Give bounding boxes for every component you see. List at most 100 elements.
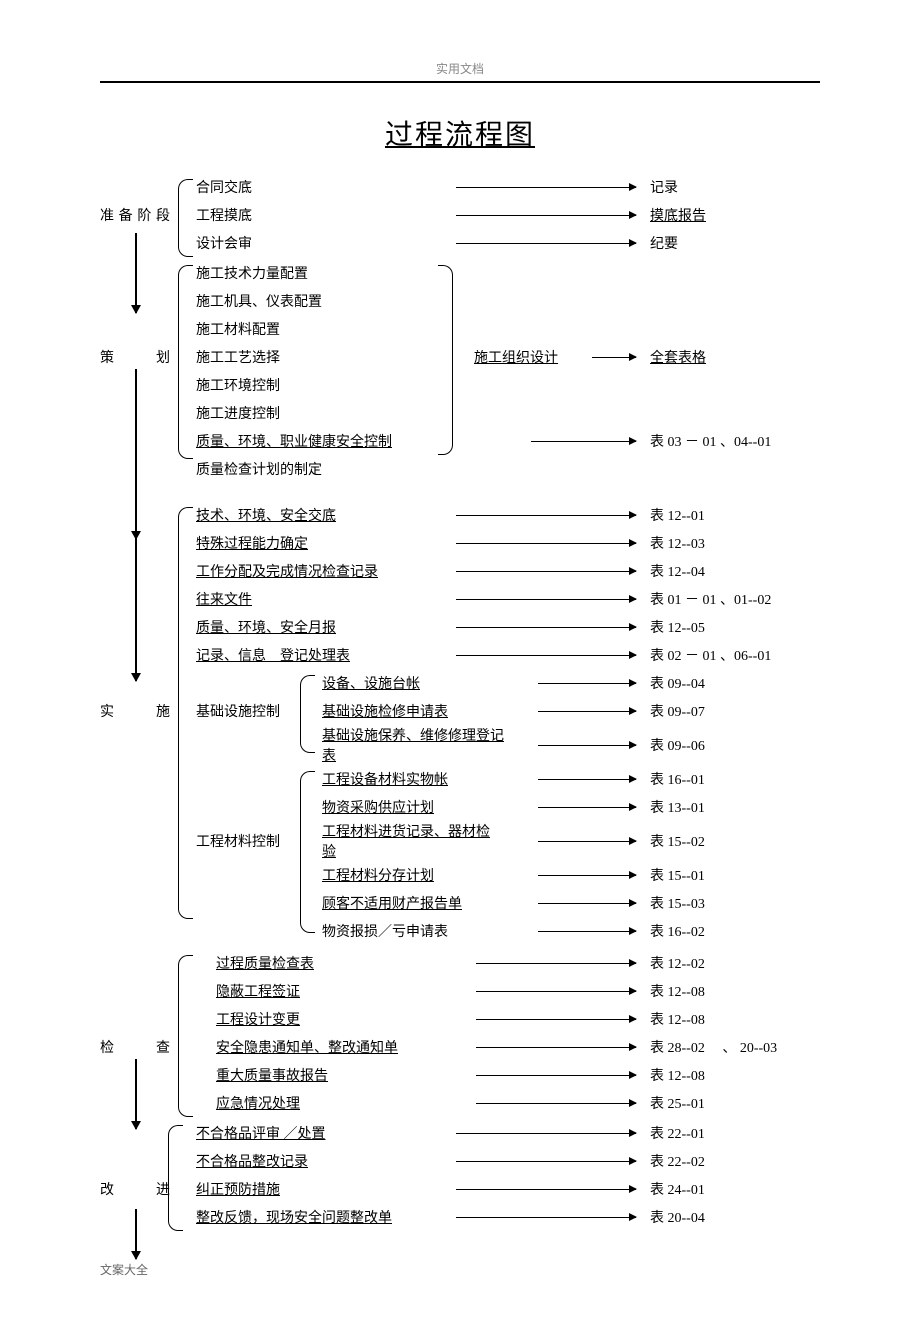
plan-row-last: 质量检查计划的制定: [100, 455, 820, 483]
flow-output: 表 15--03: [650, 897, 705, 912]
flow-row: 物资采购供应计划 表 13--01: [100, 793, 820, 821]
flow-output: 表 12--08: [650, 1013, 705, 1028]
stage-arrow-improve: [135, 1209, 137, 1259]
flow-row: 顾客不适用财产报告单 表 15--03: [100, 889, 820, 917]
flow-item: 施工机具、仪表配置: [196, 295, 322, 310]
flow-output: 表 16--01: [650, 773, 705, 788]
arrow-icon: [456, 543, 636, 544]
flow-row: 施工进度控制: [100, 399, 820, 427]
flow-output: 记录: [650, 181, 678, 196]
arrow-icon: [476, 1075, 636, 1076]
arrow-icon: [456, 187, 636, 188]
flow-item: 安全隐患通知单、整改通知单: [216, 1041, 412, 1056]
flow-item: 施工材料配置: [196, 323, 280, 338]
flow-output: 表 13--01: [650, 801, 705, 816]
arrow-icon: [456, 515, 636, 516]
flow-row: 重大质量事故报告 表 12--08: [100, 1061, 820, 1089]
footer-label: 文案大全: [100, 1261, 820, 1278]
arrow-icon: [456, 215, 636, 216]
flow-row: 基础设施保养、维修修理登记表 表 09--06: [100, 725, 820, 765]
flow-output: 表 12--08: [650, 1069, 705, 1084]
flow-row: 整改反馈，现场安全问题整改单 表 20--04: [100, 1203, 820, 1231]
flow-item: 施工技术力量配置: [196, 267, 308, 282]
flow-item: 纠正预防措施: [196, 1183, 294, 1198]
flow-item: 不合格品整改记录: [196, 1155, 322, 1170]
plan-output: 表 03 － 01 、04--01: [650, 435, 771, 450]
flow-row: 改进 纠正预防措施 表 24--01: [100, 1175, 820, 1203]
flow-row: 准备阶段 工程摸底 摸底报告: [100, 201, 820, 229]
flow-output: 表 09--07: [650, 705, 705, 720]
flow-row: 施工机具、仪表配置: [100, 287, 820, 315]
flow-item: 不合格品评审 ／处置: [196, 1127, 340, 1142]
flow-row: 应急情况处理 表 25--01: [100, 1089, 820, 1117]
arrow-icon: [456, 599, 636, 600]
flow-row: 物资报损／亏申请表 表 16--02: [100, 917, 820, 945]
flow-item: 记录、信息 登记处理表: [196, 649, 364, 664]
flow-item: 重大质量事故报告: [216, 1069, 342, 1084]
flow-item: 设备、设施台帐: [322, 677, 434, 692]
flow-item: 工程材料分存计划: [322, 869, 448, 884]
flow-output: 表 12--03: [650, 537, 705, 552]
plan-item: 质量、环境、职业健康安全控制: [196, 435, 406, 450]
page: 实用文档 过程流程图 合同交底 记录 准备阶段 工程摸底 摸底报告 设计会审 纪…: [0, 0, 920, 1318]
flow-row: 质量、环境、安全月报 表 12--05: [100, 613, 820, 641]
arrow-icon: [476, 991, 636, 992]
sub-group-label: 工程材料控制: [196, 831, 306, 851]
flow-output: 表 16--02: [650, 925, 705, 940]
arrow-icon: [538, 807, 636, 808]
arrow-icon: [456, 1189, 636, 1190]
section-check: 过程质量检查表 表 12--02 隐蔽工程签证 表 12--08 工程设计变更 …: [100, 949, 820, 1117]
page-title: 过程流程图: [100, 113, 820, 153]
flow-item: 隐蔽工程签证: [216, 985, 314, 1000]
flow-item: 往来文件: [196, 593, 266, 608]
plan-row-mid: 策划 施工工艺选择 施工组织设计 全套表格: [100, 343, 820, 371]
flow-item: 特殊过程能力确定: [196, 537, 322, 552]
flow-row: 特殊过程能力确定 表 12--03: [100, 529, 820, 557]
flow-row: 工程材料控制 工程材料进货记录、器材检验 表 15--02: [100, 821, 820, 861]
stage-arrow-impl: [135, 531, 137, 681]
arrow-icon: [476, 1047, 636, 1048]
flow-item: 施工进度控制: [196, 407, 280, 422]
flow-output: 表 12--01: [650, 509, 705, 524]
flow-item: 基础设施保养、维修修理登记表: [322, 729, 504, 764]
flow-row: 技术、环境、安全交底 表 12--01: [100, 501, 820, 529]
flow-output: 纪要: [650, 237, 678, 252]
flow-row: 施工环境控制: [100, 371, 820, 399]
header-label: 实用文档: [100, 60, 820, 77]
arrow-icon: [538, 779, 636, 780]
flow-output: 表 22--02: [650, 1155, 705, 1170]
flow-item: 工程材料进货记录、器材检验: [322, 825, 490, 860]
flow-item: 工程设计变更: [216, 1013, 314, 1028]
flow-row: 施工技术力量配置: [100, 259, 820, 287]
flow-row: 工作分配及完成情况检查记录 表 12--04: [100, 557, 820, 585]
flow-item: 顾客不适用财产报告单: [322, 897, 476, 912]
flow-row: 过程质量检查表 表 12--02: [100, 949, 820, 977]
flow-row: 隐蔽工程签证 表 12--08: [100, 977, 820, 1005]
plan-item: 施工工艺选择: [196, 351, 280, 366]
arrow-icon: [456, 655, 636, 656]
flow-output: 表 22--01: [650, 1127, 705, 1142]
flow-item: 物资采购供应计划: [322, 801, 448, 816]
flow-output: 表 24--01: [650, 1183, 705, 1198]
arrow-icon: [538, 841, 636, 842]
flow-output: 表 09--04: [650, 677, 705, 692]
arrow-icon: [456, 1217, 636, 1218]
flow-item: 整改反馈，现场安全问题整改单: [196, 1211, 406, 1226]
flow-row: 不合格品评审 ／处置 表 22--01: [100, 1119, 820, 1147]
flow-output: 表 12--08: [650, 985, 705, 1000]
arrow-icon: [476, 963, 636, 964]
section-improve: 不合格品评审 ／处置 表 22--01 不合格品整改记录 表 22--02 改进…: [100, 1119, 820, 1231]
flow-item: 工程摸底: [196, 209, 252, 224]
arrow-icon: [456, 243, 636, 244]
flow-row: 检查 安全隐患通知单、整改通知单 表 28--02 、 20--03: [100, 1033, 820, 1061]
flow-output: 摸底报告: [650, 209, 720, 224]
flow-item: 工程设备材料实物帐: [322, 773, 462, 788]
flow-item: 施工环境控制: [196, 379, 280, 394]
flow-row: 施工材料配置: [100, 315, 820, 343]
flow-row: 工程设计变更 表 12--08: [100, 1005, 820, 1033]
flow-item: 工作分配及完成情况检查记录: [196, 565, 392, 580]
plan-row-qhse: 质量、环境、职业健康安全控制 表 03 － 01 、04--01: [100, 427, 820, 455]
arrow-icon: [476, 1019, 636, 1020]
flow-output: 表 20--04: [650, 1211, 705, 1226]
flow-output: 表 02 － 01 、06--01: [650, 649, 771, 664]
